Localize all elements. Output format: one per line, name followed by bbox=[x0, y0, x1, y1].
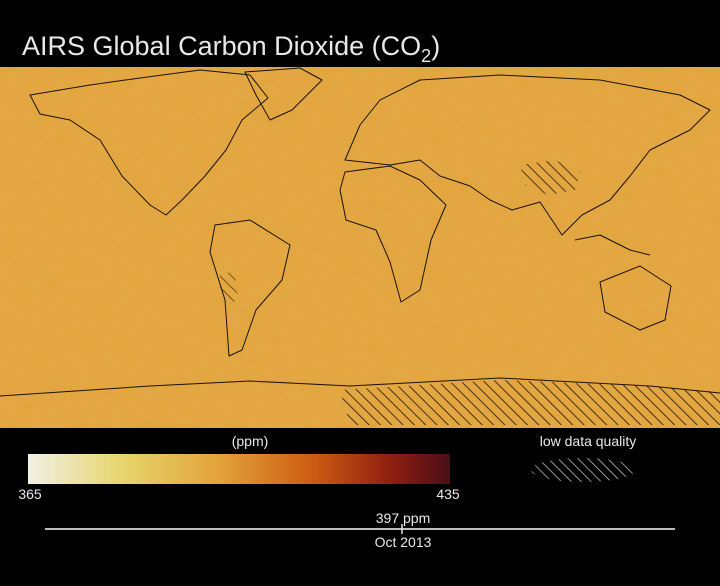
timeline-date: Oct 2013 bbox=[375, 534, 432, 550]
legend-label: low data quality bbox=[540, 433, 637, 449]
colorbar-min: 365 bbox=[18, 486, 42, 502]
timeline-value: 397 ppm bbox=[376, 510, 430, 526]
south-america bbox=[209, 219, 291, 357]
colorbar-max: 435 bbox=[436, 486, 460, 502]
north-america bbox=[29, 69, 269, 216]
title-close: ) bbox=[431, 31, 440, 61]
colorbar-unit: (ppm) bbox=[232, 433, 269, 449]
antarctica bbox=[0, 377, 720, 397]
map-texture bbox=[0, 67, 720, 428]
indonesia bbox=[574, 234, 651, 256]
greenland bbox=[244, 67, 323, 121]
eurasia bbox=[344, 74, 711, 236]
australia bbox=[599, 265, 672, 331]
hatch-tibet bbox=[520, 160, 580, 195]
legend-hatch bbox=[531, 458, 635, 482]
colorbar bbox=[28, 454, 450, 484]
title: AIRS Global Carbon Dioxide (CO2) bbox=[22, 31, 440, 66]
title-text: AIRS Global Carbon Dioxide (CO bbox=[22, 31, 421, 61]
africa bbox=[339, 165, 447, 303]
map bbox=[0, 67, 720, 428]
hatch-antarctica bbox=[340, 380, 720, 425]
hatch-andes bbox=[220, 270, 238, 305]
title-subscript: 2 bbox=[421, 46, 431, 66]
